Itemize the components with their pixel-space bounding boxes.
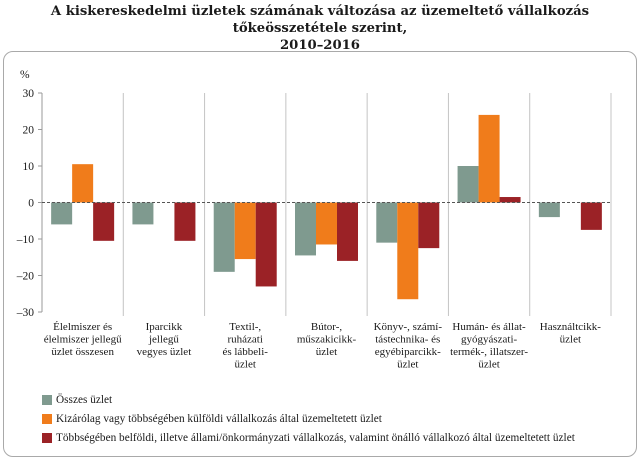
category-label: gyógyászati- — [461, 334, 518, 346]
category-label: üzlet — [560, 334, 581, 346]
category-label: műszakicikk- — [297, 334, 357, 346]
legend-swatch-foreign — [42, 414, 52, 424]
category-label: Bútor-, — [311, 321, 342, 333]
bar-series-1-cat-5 — [376, 202, 398, 243]
category-label: termék-, illatszer- — [450, 346, 528, 358]
bar-series-3-cat-1 — [93, 202, 115, 241]
category-label: Humán- és állat- — [452, 321, 526, 333]
category-label: vegyes üzlet — [137, 346, 192, 358]
bar-series-3-cat-4 — [337, 202, 358, 261]
bar-series-1-cat-4 — [295, 202, 316, 256]
legend-label-total: Összes üzlet — [56, 394, 113, 406]
bar-series-1-cat-2 — [132, 202, 154, 225]
legend: Összes üzlet Kizárólag vagy többségében … — [38, 391, 638, 448]
legend-label-domestic: Többségében belföldi, illetve állami/önk… — [56, 432, 575, 444]
legend-swatch-total — [42, 395, 52, 405]
bar-series-1-cat-7 — [538, 202, 560, 218]
bar-series-3-cat-3 — [255, 202, 277, 287]
bar-series-1-cat-1 — [51, 202, 73, 225]
y-tick-label: –20 — [16, 271, 35, 283]
category-label: üzlet összesen — [51, 346, 114, 358]
category-label: és lábbeli- — [222, 346, 268, 358]
chart-title: A kiskereskedelmi üzletek számának válto… — [0, 3, 640, 54]
bar-series-2-cat-1 — [72, 164, 94, 203]
y-tick-label: 10 — [23, 161, 35, 173]
category-label: üzlet — [316, 346, 337, 358]
legend-swatch-domestic — [42, 433, 52, 443]
bar-series-3-cat-7 — [580, 202, 602, 230]
category-label: Könyv-, számí- — [374, 321, 443, 333]
category-label: Textil-, — [229, 321, 261, 333]
legend-label-foreign: Kizárólag vagy többségében külföldi váll… — [56, 413, 382, 425]
category-label: Élelmiszer és — [53, 321, 112, 333]
y-axis-label: % — [20, 69, 30, 81]
bar-series-1-cat-6 — [457, 166, 479, 203]
legend-item-foreign: Kizárólag vagy többségében külföldi váll… — [38, 410, 638, 429]
bar-series-2-cat-6 — [478, 114, 500, 203]
y-tick-label: –30 — [16, 307, 35, 319]
chart-title-line-1: A kiskereskedelmi üzletek számának válto… — [50, 4, 590, 36]
category-label: ruházati — [227, 334, 262, 346]
bar-series-3-cat-6 — [499, 197, 521, 203]
category-label: Használtcikk- — [540, 321, 601, 333]
y-tick-label: –10 — [16, 234, 35, 246]
chart-frame — [3, 51, 637, 457]
category-label: egyébiparcikk- — [375, 346, 441, 358]
category-label: jellegű — [148, 334, 179, 346]
legend-item-total: Összes üzlet — [38, 391, 638, 410]
category-label: tástechnika- és — [375, 334, 440, 346]
y-tick-label: 30 — [23, 88, 35, 100]
category-label: Iparcikk — [146, 321, 183, 333]
category-label: élelmiszer jellegű — [44, 334, 122, 346]
legend-item-domestic: Többségében belföldi, illetve állami/önk… — [38, 429, 638, 448]
y-tick-label: 20 — [23, 125, 35, 137]
bar-series-2-cat-3 — [234, 202, 256, 260]
bar-series-2-cat-5 — [397, 202, 419, 300]
bar-series-3-cat-2 — [174, 202, 196, 241]
category-label: üzlet — [397, 359, 418, 371]
chart-title-line-2: 2010–2016 — [279, 38, 360, 53]
bar-series-2-cat-4 — [316, 202, 337, 245]
bar-series-3-cat-5 — [418, 202, 440, 249]
category-label: üzlet — [478, 359, 499, 371]
category-label: üzlet — [235, 359, 256, 371]
bar-series-1-cat-3 — [213, 202, 235, 272]
y-tick-label: 0 — [28, 198, 34, 210]
